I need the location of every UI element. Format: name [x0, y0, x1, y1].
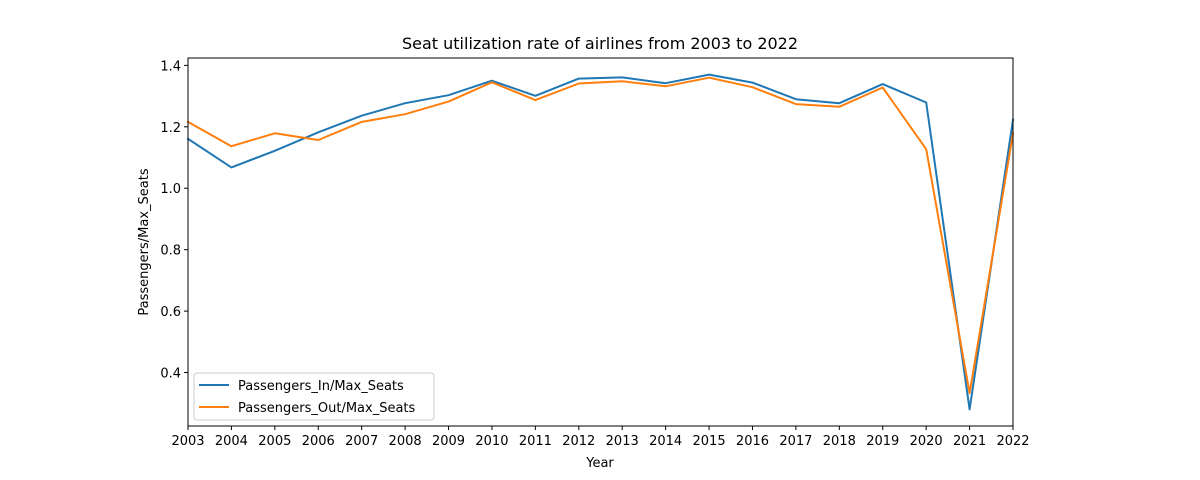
x-tick-label: 2019: [866, 434, 899, 449]
x-tick-label: 2008: [389, 434, 422, 449]
chart-title: Seat utilization rate of airlines from 2…: [402, 34, 798, 53]
y-tick-label: 0.8: [160, 244, 181, 259]
y-tick-label: 1.0: [160, 182, 181, 197]
x-tick-label: 2006: [302, 434, 335, 449]
y-tick-label: 1.4: [160, 59, 181, 74]
legend-label-passengers-out: Passengers_Out/Max_Seats: [238, 401, 416, 416]
legend: Passengers_In/Max_Seats Passengers_Out/M…: [193, 372, 435, 421]
y-tick-label: 1.2: [160, 121, 181, 136]
y-axis-label: Passengers/Max_Seats: [137, 168, 152, 315]
x-axis-label: Year: [585, 456, 614, 471]
y-axis: 0.4 0.6 0.8 1.0 1.2 1.4: [160, 59, 188, 382]
x-axis: 2003 2004 2005 2006 2007 2008 2009 2010 2011 2012…: [171, 426, 1030, 449]
legend-box: [193, 372, 435, 421]
x-tick-label: 2009: [432, 434, 465, 449]
series-line-passengers-out: [186, 76, 1015, 395]
x-tick-label: 2015: [693, 434, 726, 449]
x-tick-label: 2005: [258, 434, 291, 449]
x-tick-label: 2022: [996, 434, 1029, 449]
x-tick-label: 2013: [606, 434, 639, 449]
x-tick-label: 2021: [953, 434, 986, 449]
plot-lines: [186, 73, 1015, 411]
x-tick-label: 2004: [215, 434, 248, 449]
x-tick-label: 2017: [779, 434, 812, 449]
x-tick-label: 2007: [345, 434, 378, 449]
y-tick-label: 0.6: [160, 305, 181, 320]
x-tick-label: 2012: [562, 434, 595, 449]
series-line-passengers-in: [186, 73, 1015, 411]
x-tick-label: 2016: [736, 434, 769, 449]
x-tick-label: 2011: [519, 434, 552, 449]
x-tick-label: 2020: [910, 434, 943, 449]
x-tick-label: 2018: [823, 434, 856, 449]
x-tick-label: 2010: [475, 434, 508, 449]
plot-frame: [187, 57, 1014, 427]
legend-label-passengers-in: Passengers_In/Max_Seats: [238, 379, 404, 394]
x-tick-label: 2003: [171, 434, 204, 449]
x-tick-label: 2014: [649, 434, 682, 449]
y-tick-label: 0.4: [160, 367, 181, 382]
